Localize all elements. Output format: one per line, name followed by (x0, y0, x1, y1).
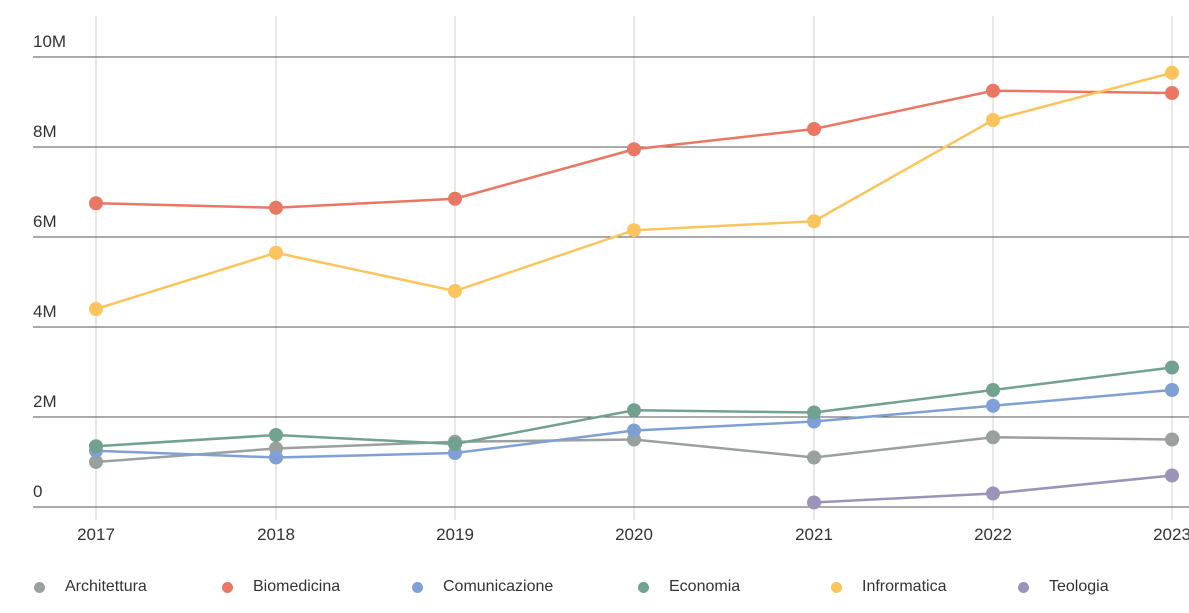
legend-dot-icon (831, 581, 842, 593)
data-point-infrormatica-2022[interactable] (986, 113, 1000, 127)
legend-item-comunicazione[interactable]: Comunicazione (412, 574, 553, 600)
data-point-infrormatica-2021[interactable] (807, 214, 821, 229)
legend-item-infrormatica[interactable]: Infrormatica (831, 574, 946, 600)
y-tick-label: 0 (33, 482, 42, 501)
legend-dot-icon (412, 581, 423, 593)
x-tick-label: 2020 (615, 525, 653, 544)
data-point-infrormatica-2020[interactable] (627, 223, 641, 238)
legend-item-economia[interactable]: Economia (638, 574, 740, 600)
data-point-economia-2019[interactable] (448, 437, 462, 451)
data-point-architettura-2021[interactable] (807, 450, 821, 465)
y-axis-ticks: 0 2M 4M 6M 8M 10M (33, 32, 66, 501)
chart-plot: 0 2M 4M 6M 8M 10M 2017 2018 2019 2020 2021 2022 202… (33, 16, 1189, 544)
data-point-comunicazione-2023[interactable] (1165, 383, 1179, 397)
data-point-comunicazione-2018[interactable] (269, 450, 283, 465)
x-tick-label: 2021 (795, 525, 833, 544)
data-point-biomedicina-2021[interactable] (807, 122, 821, 136)
x-tick-label: 2019 (436, 525, 474, 544)
legend-label: Infrormatica (862, 578, 947, 595)
data-point-economia-2020[interactable] (627, 403, 641, 418)
data-point-infrormatica-2019[interactable] (448, 284, 462, 298)
x-tick-label: 2017 (77, 525, 115, 544)
data-point-biomedicina-2020[interactable] (627, 142, 641, 157)
legend-item-biomedicina[interactable]: Biomedicina (222, 574, 340, 600)
legend-label: Biomedicina (253, 578, 341, 595)
legend-label: Economia (669, 578, 741, 595)
data-point-comunicazione-2020[interactable] (627, 423, 641, 438)
legend-dot-icon (222, 581, 233, 593)
data-point-biomedicina-2018[interactable] (269, 200, 283, 215)
x-tick-label: 2022 (974, 525, 1012, 544)
data-point-architettura-2022[interactable] (986, 430, 1000, 445)
chart-legend: Architettura Biomedicina Comunicazione Econ… (0, 574, 1189, 600)
data-point-teologia-2022[interactable] (986, 486, 1000, 501)
data-point-architettura-2023[interactable] (1165, 432, 1179, 447)
legend-label: Comunicazione (443, 578, 554, 595)
y-tick-label: 2M (33, 392, 57, 411)
legend-item-architettura[interactable]: Architettura (34, 574, 147, 600)
x-tick-label: 2018 (257, 525, 295, 544)
data-point-economia-2022[interactable] (986, 383, 1000, 397)
y-tick-label: 10M (33, 32, 66, 51)
data-point-economia-2018[interactable] (269, 428, 283, 442)
data-point-economia-2023[interactable] (1165, 360, 1179, 375)
data-point-biomedicina-2019[interactable] (448, 191, 462, 206)
data-point-infrormatica-2017[interactable] (89, 302, 103, 316)
data-point-infrormatica-2023[interactable] (1165, 65, 1179, 80)
series-points (89, 65, 1179, 510)
data-point-economia-2017[interactable] (89, 439, 103, 454)
y-tick-label: 8M (33, 122, 57, 141)
data-point-biomedicina-2022[interactable] (986, 83, 1000, 98)
legend-label: Teologia (1049, 578, 1109, 595)
horizontal-gridlines (33, 56, 1189, 508)
data-point-biomedicina-2023[interactable] (1165, 86, 1179, 100)
data-point-architettura-2017[interactable] (89, 455, 103, 469)
x-tick-label: 2023 (1153, 525, 1189, 544)
legend-label: Architettura (65, 578, 147, 595)
y-tick-label: 6M (33, 212, 57, 231)
data-point-economia-2021[interactable] (807, 405, 821, 420)
legend-dot-icon (1018, 581, 1029, 593)
data-point-teologia-2021[interactable] (807, 495, 821, 510)
legend-item-teologia[interactable]: Teologia (1018, 574, 1109, 600)
data-point-infrormatica-2018[interactable] (269, 245, 283, 260)
data-point-teologia-2023[interactable] (1165, 468, 1179, 483)
data-point-biomedicina-2017[interactable] (89, 196, 103, 211)
legend-dot-icon (638, 581, 649, 593)
x-axis-ticks: 2017 2018 2019 2020 2021 2022 2023 (77, 525, 1189, 544)
data-point-comunicazione-2022[interactable] (986, 398, 1000, 413)
legend-dot-icon (34, 581, 45, 593)
y-tick-label: 4M (33, 302, 57, 321)
